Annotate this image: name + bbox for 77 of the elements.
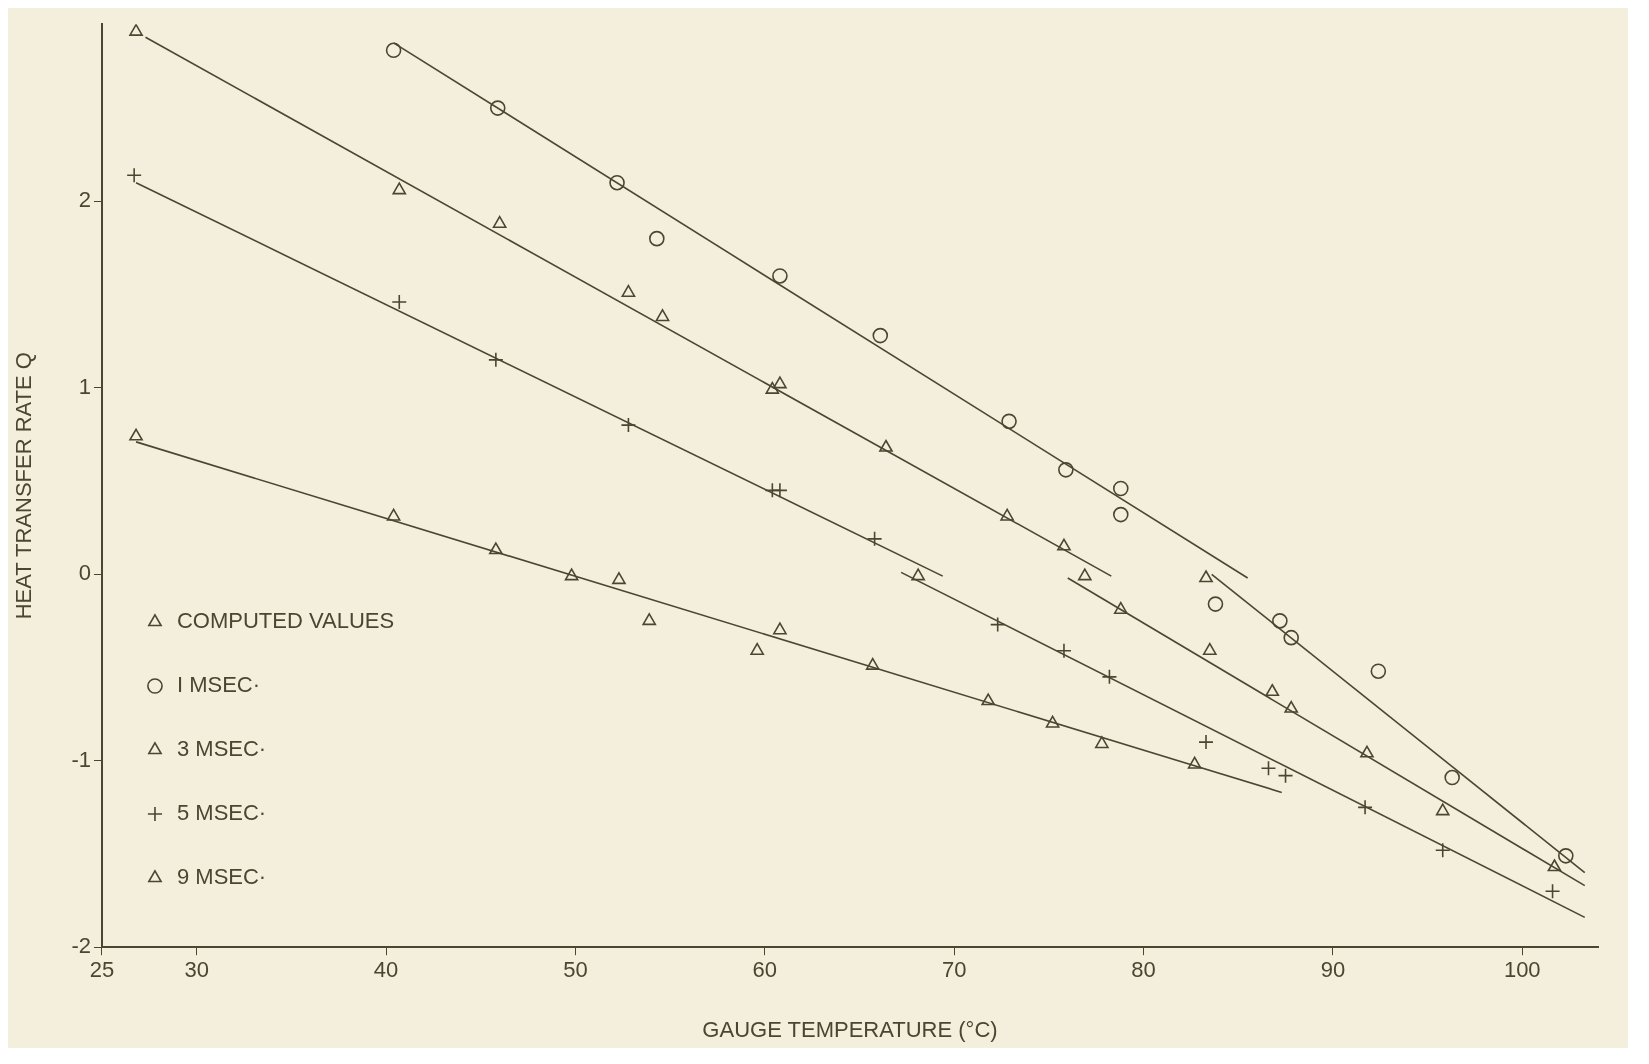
y-tick-label: 2 — [78, 187, 91, 213]
point — [773, 622, 787, 635]
point — [564, 568, 579, 581]
legend-label: 5 MSEC· — [176, 800, 267, 826]
point — [1057, 538, 1071, 551]
point — [609, 174, 625, 191]
y-tick-label: -1 — [71, 746, 91, 772]
point — [1283, 629, 1300, 646]
point — [129, 24, 143, 36]
point — [642, 613, 657, 626]
point — [649, 230, 665, 247]
point — [989, 616, 1006, 633]
y-tick-label: -2 — [71, 933, 91, 959]
point — [1000, 508, 1015, 521]
point — [1207, 596, 1224, 612]
point — [1260, 760, 1277, 776]
point — [765, 381, 780, 394]
x-tick-label: 80 — [1131, 957, 1156, 983]
point — [1370, 663, 1387, 680]
legend-label: 9 MSEC· — [176, 864, 267, 890]
x-tick-label: 70 — [941, 957, 967, 983]
point — [612, 572, 626, 585]
point — [866, 531, 883, 547]
point — [1360, 745, 1374, 758]
point — [1547, 859, 1562, 872]
point — [655, 309, 670, 322]
point — [621, 284, 636, 298]
legend-label: I MSEC· — [176, 672, 261, 698]
point — [492, 215, 507, 229]
legend-label: 3 MSEC· — [176, 736, 267, 762]
point — [1112, 480, 1129, 497]
point — [911, 568, 926, 581]
point — [1199, 570, 1213, 583]
point — [1284, 700, 1299, 713]
point — [773, 376, 787, 389]
point — [1113, 601, 1128, 614]
x-tick-label: 25 — [89, 957, 115, 983]
y-axis-title: HEAT TRANSFER RATE Q — [11, 352, 37, 620]
point — [489, 100, 506, 116]
point — [129, 428, 143, 441]
point — [1265, 683, 1280, 697]
point — [385, 42, 402, 59]
point — [1444, 769, 1460, 786]
point — [1558, 848, 1574, 864]
point — [772, 268, 788, 284]
point — [386, 508, 401, 521]
point — [1112, 506, 1129, 523]
point — [1077, 568, 1092, 581]
point — [1001, 413, 1017, 430]
point — [1544, 883, 1561, 900]
point — [392, 182, 407, 195]
point — [865, 657, 880, 670]
point — [1277, 767, 1294, 784]
y-tick-label: 1 — [78, 373, 91, 399]
point — [872, 327, 889, 344]
legend-label: COMPUTED VALUES — [176, 608, 395, 634]
x-tick-label: 50 — [563, 957, 588, 983]
point — [1101, 669, 1118, 685]
x-axis-title: GAUGE TEMPERATURE (°C) — [702, 1016, 998, 1042]
point — [750, 642, 765, 656]
point — [1045, 715, 1060, 728]
point — [1272, 613, 1288, 629]
point — [1202, 642, 1217, 656]
x-tick-label: 60 — [752, 957, 778, 983]
point — [1435, 803, 1450, 816]
x-tick-label: 90 — [1320, 957, 1346, 983]
x-tick-label: 30 — [184, 957, 209, 983]
point — [391, 294, 408, 310]
point — [488, 542, 503, 555]
y-tick-label: 0 — [78, 560, 91, 586]
x-tick-label: 100 — [1503, 957, 1541, 983]
x-tick-label: 40 — [373, 957, 399, 983]
point — [1058, 462, 1074, 478]
point — [1187, 756, 1202, 769]
point — [1094, 736, 1109, 749]
point — [879, 439, 893, 452]
point — [981, 693, 996, 706]
